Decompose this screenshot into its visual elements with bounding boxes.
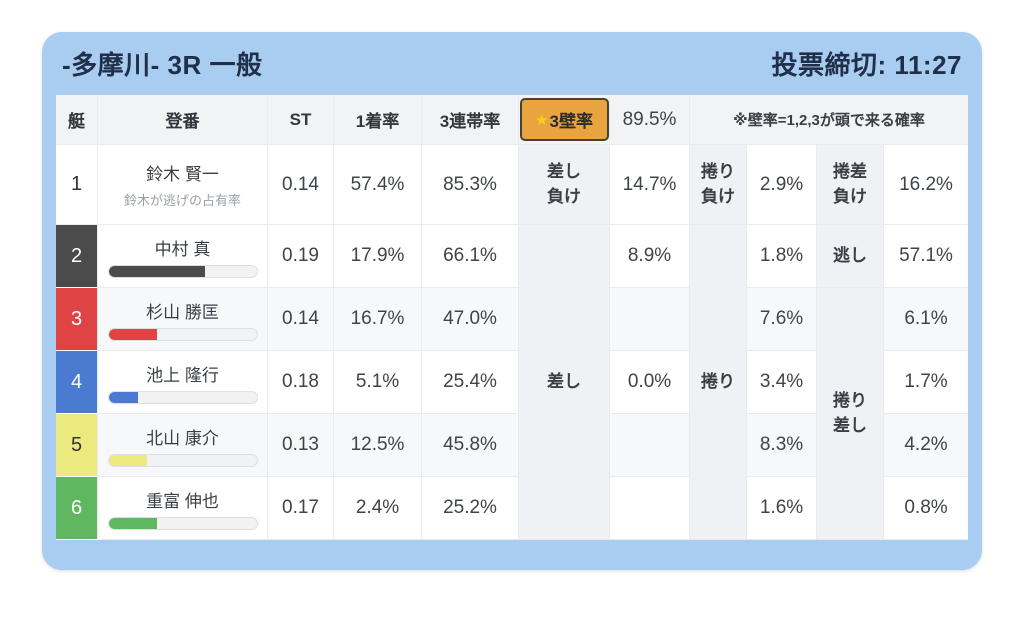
share-bar-fill <box>108 328 158 340</box>
racer-name: 鈴木 賢一 <box>146 165 219 184</box>
col-header-racer: 登番 <box>98 95 268 145</box>
kimarite-value: 1.6% <box>747 477 817 540</box>
wall-rate-value: 89.5% <box>610 95 690 145</box>
racer-name: 重富 伸也 <box>146 491 219 511</box>
kimarite-label-makurizashi: 捲り 差し <box>817 288 884 540</box>
top3-rate-value: 66.1% <box>422 225 519 288</box>
kimarite-value: 7.6% <box>747 288 817 351</box>
top3-rate-value: 45.8% <box>422 414 519 477</box>
race-table: 艇 登番 ST 1着率 3連帯率 ★ 3壁率 89.5% ※壁率=1,2,3が頭… <box>56 95 968 540</box>
share-bar-fill <box>108 265 205 277</box>
kimarite-value: 0.0% <box>610 351 690 414</box>
win-rate-value: 5.1% <box>334 351 422 414</box>
st-value: 0.14 <box>268 288 334 351</box>
st-value: 0.14 <box>268 145 334 225</box>
col-header-wall: ★ 3壁率 <box>519 95 610 145</box>
win-rate-value: 12.5% <box>334 414 422 477</box>
share-bar <box>107 327 258 341</box>
top3-rate-value: 25.4% <box>422 351 519 414</box>
kimarite-value: 4.2% <box>884 414 968 477</box>
kimarite-value-empty <box>610 477 690 540</box>
race-card: -多摩川- 3R 一般 投票締切: 11:27 艇 登番 ST 1着率 3連帯率… <box>42 32 982 570</box>
kimarite-label-nigashi: 逃し <box>817 225 884 288</box>
share-bar <box>107 453 258 467</box>
kimarite-value-empty <box>610 414 690 477</box>
kimarite-value-empty <box>610 288 690 351</box>
racer-cell: 北山 康介 <box>98 414 268 477</box>
racer-cell: 鈴木 賢一 鈴木が逃げの占有率 <box>98 145 268 225</box>
col-header-win1: 1着率 <box>334 95 422 145</box>
racer-name: 杉山 勝匡 <box>146 302 219 322</box>
st-value: 0.19 <box>268 225 334 288</box>
racer-name: 北山 康介 <box>146 428 219 448</box>
share-bar <box>107 390 258 404</box>
race-title: -多摩川- 3R 一般 <box>62 50 263 80</box>
st-value: 0.13 <box>268 414 334 477</box>
star-icon: ★ <box>535 111 549 129</box>
kimarite-value: 8.3% <box>747 414 817 477</box>
share-bar <box>107 516 258 530</box>
boat-number-cell: 6 <box>56 477 98 540</box>
boat-number-cell: 4 <box>56 351 98 414</box>
kimarite-value: 8.9% <box>610 225 690 288</box>
wall-rate-note: ※壁率=1,2,3が頭で来る確率 <box>690 95 968 145</box>
wall-rate-label: 3壁率 <box>549 112 593 131</box>
kimarite-label-sashi-make: 差し 負け <box>519 145 610 225</box>
racer-sub-label: 鈴木が逃げの占有率 <box>123 193 241 208</box>
st-value: 0.18 <box>268 351 334 414</box>
share-bar-fill <box>108 454 147 466</box>
card-header: -多摩川- 3R 一般 投票締切: 11:27 <box>42 32 982 95</box>
kimarite-value: 14.7% <box>610 145 690 225</box>
racer-cell: 池上 隆行 <box>98 351 268 414</box>
kimarite-value: 0.8% <box>884 477 968 540</box>
col-header-st: ST <box>268 95 334 145</box>
racer-cell: 重富 伸也 <box>98 477 268 540</box>
kimarite-value: 16.2% <box>884 145 968 225</box>
racer-name: 池上 隆行 <box>146 365 219 385</box>
racer-cell: 杉山 勝匡 <box>98 288 268 351</box>
boat-number-cell: 1 <box>56 145 98 225</box>
top3-rate-value: 47.0% <box>422 288 519 351</box>
boat-number-cell: 5 <box>56 414 98 477</box>
kimarite-value: 6.1% <box>884 288 968 351</box>
kimarite-value: 1.8% <box>747 225 817 288</box>
win-rate-value: 17.9% <box>334 225 422 288</box>
wall-rate-button[interactable]: ★ 3壁率 <box>519 98 609 141</box>
kimarite-value: 2.9% <box>747 145 817 225</box>
share-bar-fill <box>108 391 139 403</box>
kimarite-value: 1.7% <box>884 351 968 414</box>
kimarite-label-makusa-make: 捲差 負け <box>817 145 884 225</box>
win-rate-value: 2.4% <box>334 477 422 540</box>
boat-number-cell: 2 <box>56 225 98 288</box>
kimarite-label-makuri: 捲り <box>690 225 747 540</box>
col-header-top3: 3連帯率 <box>422 95 519 145</box>
win-rate-value: 16.7% <box>334 288 422 351</box>
kimarite-value: 3.4% <box>747 351 817 414</box>
st-value: 0.17 <box>268 477 334 540</box>
racer-name: 中村 真 <box>154 239 211 259</box>
win-rate-value: 57.4% <box>334 145 422 225</box>
kimarite-label-makuri-make: 捲り 負け <box>690 145 747 225</box>
kimarite-value: 57.1% <box>884 225 968 288</box>
share-bar <box>107 264 258 278</box>
racer-cell: 中村 真 <box>98 225 268 288</box>
boat-number-cell: 3 <box>56 288 98 351</box>
kimarite-label-sashi: 差し <box>519 225 610 540</box>
share-bar-fill <box>108 517 158 529</box>
top3-rate-value: 25.2% <box>422 477 519 540</box>
top3-rate-value: 85.3% <box>422 145 519 225</box>
col-header-boat: 艇 <box>56 95 98 145</box>
vote-deadline: 投票締切: 11:27 <box>771 50 962 80</box>
